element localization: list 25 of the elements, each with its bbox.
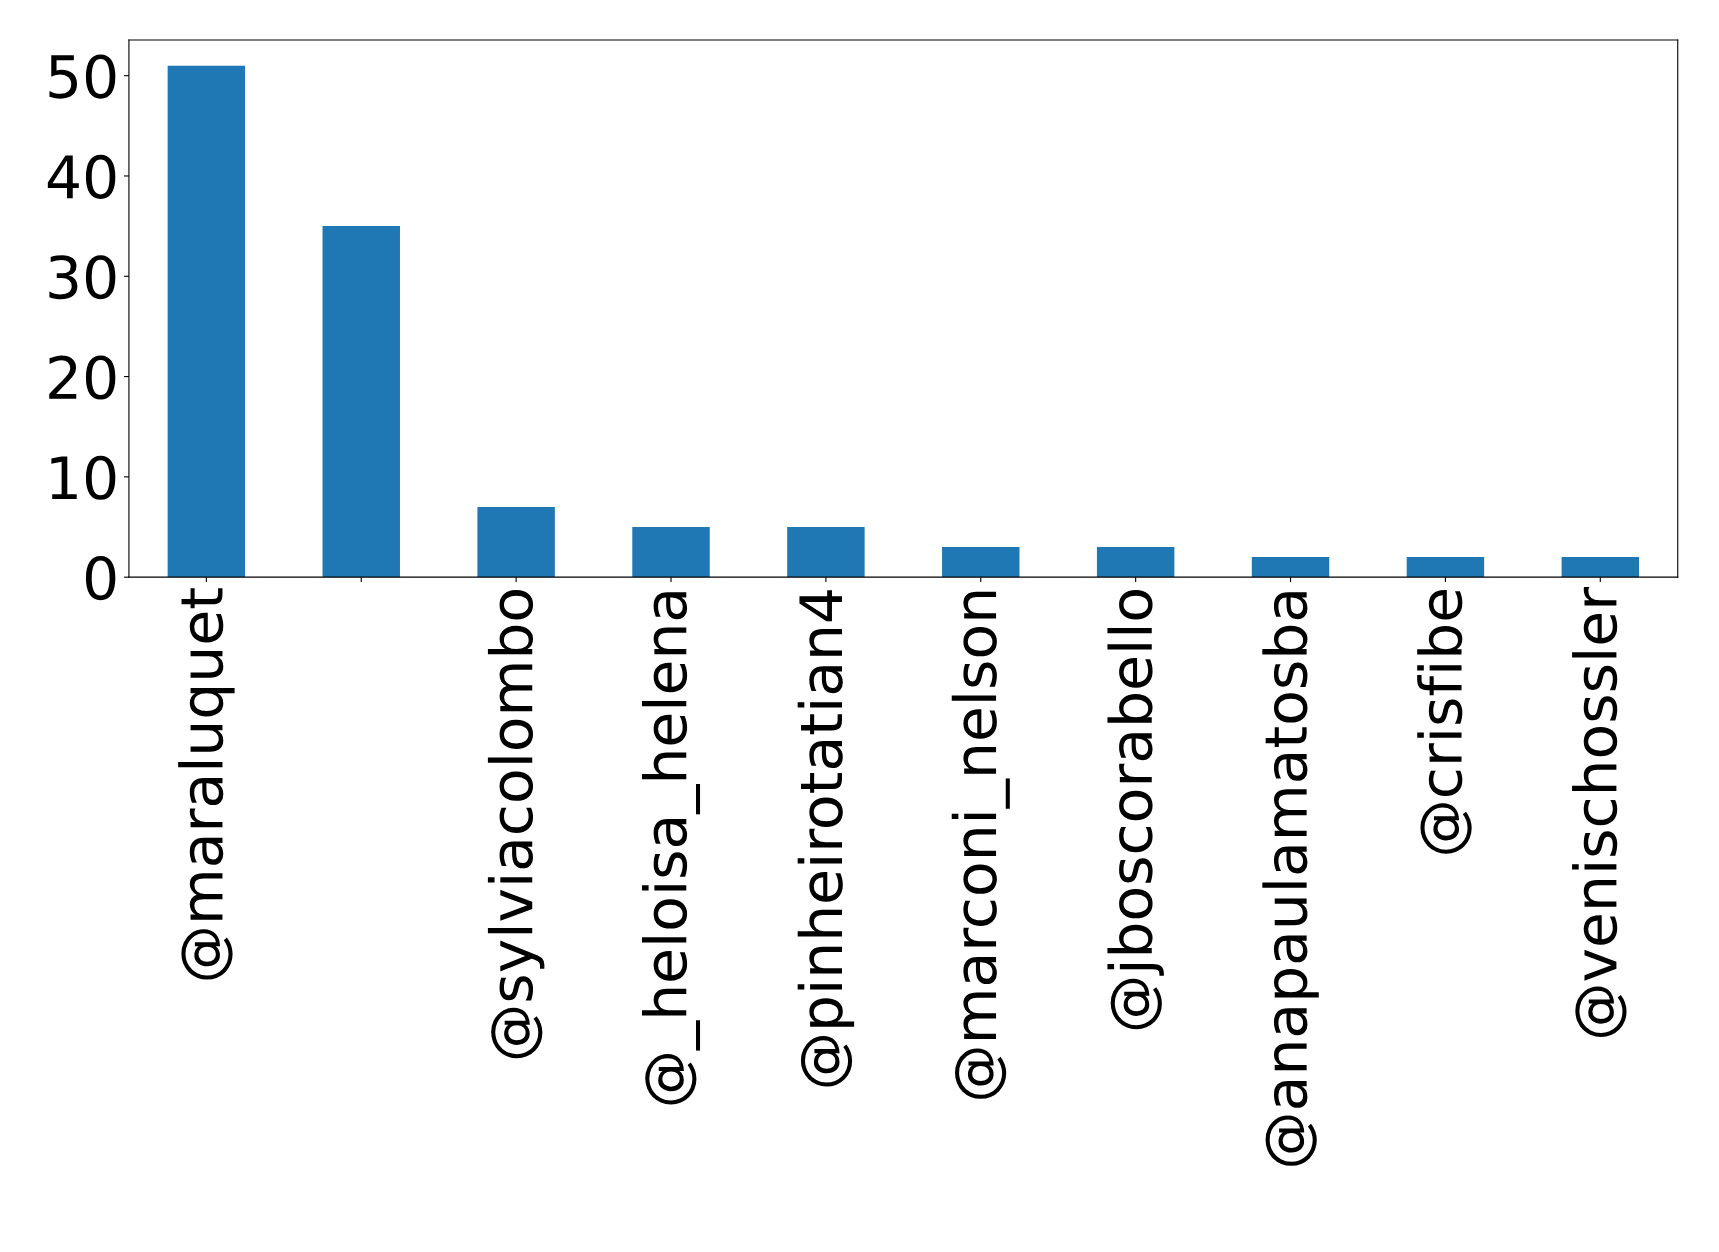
bar: [167, 65, 246, 578]
y-tick-label: 0: [85, 556, 116, 601]
x-tick-label: @jboscorabello: [1107, 590, 1164, 1030]
bar: [1561, 557, 1640, 578]
bar: [477, 506, 555, 578]
y-tick-label: 30: [49, 255, 116, 300]
x-tick-label: @anapaulamatosba: [1262, 592, 1319, 1166]
bar: [787, 527, 865, 578]
y-tick-label: 10: [51, 455, 116, 500]
x-tick-label: @crisfibe: [1417, 590, 1472, 854]
bar: [322, 226, 400, 578]
bar: [1251, 557, 1330, 578]
x-tick-label: @pinheirotatian4: [797, 590, 855, 1087]
bar: [1096, 547, 1175, 578]
x-tick-label: @maraluquet: [178, 588, 235, 980]
x-tick-label: @_heloisa_helena: [641, 592, 701, 1105]
bar: [1406, 557, 1485, 578]
bar: [942, 547, 1020, 578]
bar: [632, 527, 710, 578]
y-tick-label: 50: [49, 54, 116, 99]
x-tick-label: @marconi_nelson: [951, 591, 1010, 1099]
y-tick-label: 40: [47, 154, 116, 199]
x-tick-label: @sylviacolombo: [487, 590, 545, 1059]
x-tick-label: @venischossler: [1572, 586, 1627, 1037]
y-tick-label: 20: [49, 355, 116, 400]
